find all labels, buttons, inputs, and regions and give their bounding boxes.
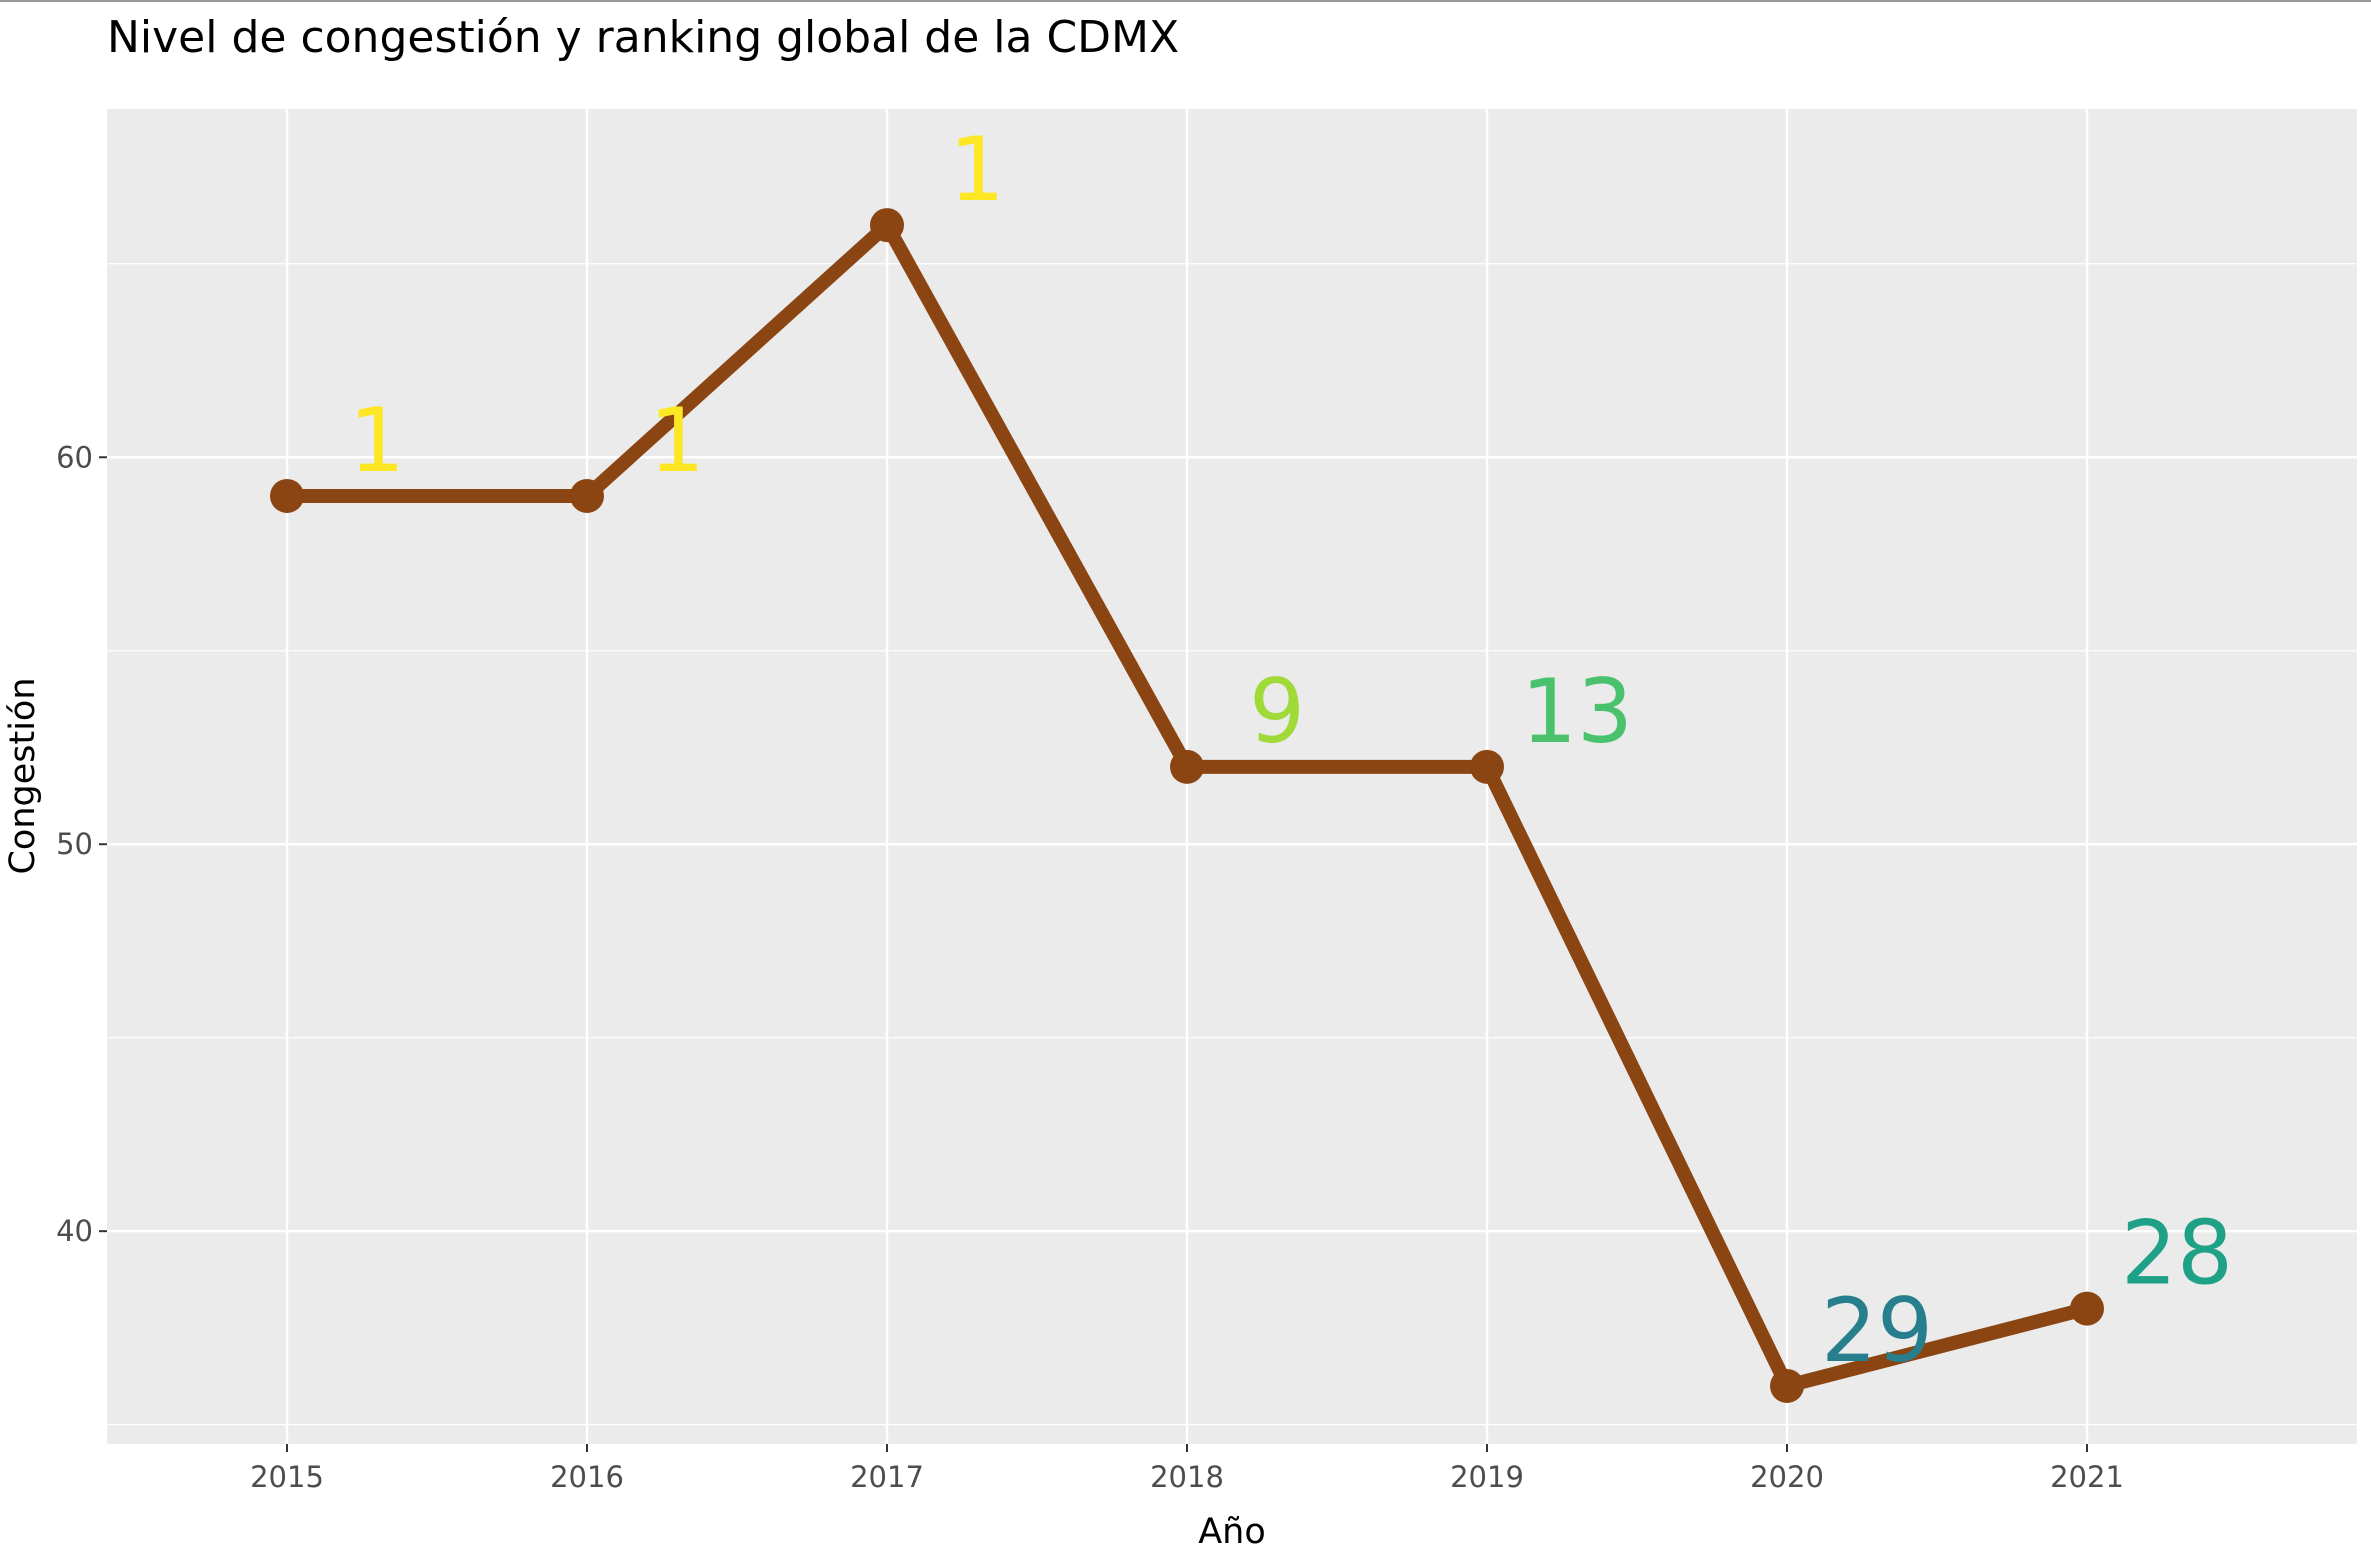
data-point <box>1470 749 1504 784</box>
x-tick-label: 2015 <box>250 1460 324 1494</box>
minor-gridlines <box>107 263 2357 1426</box>
data-points <box>270 208 2104 1403</box>
plot-panel <box>107 109 2357 1444</box>
x-tick-label: 2019 <box>1450 1460 1524 1494</box>
data-point <box>1170 749 1204 784</box>
x-axis: 2015 2016 2017 2018 2019 2020 2021 <box>250 1444 2124 1494</box>
ranking-labels: 1 1 1 9 13 29 28 <box>349 118 2233 1382</box>
data-point <box>1770 1368 1804 1403</box>
chart-title: Nivel de congestión y ranking global de … <box>107 12 1179 63</box>
data-point <box>270 478 304 513</box>
y-axis-title: Congestión <box>3 677 43 874</box>
x-axis-title: Año <box>1198 1512 1266 1546</box>
data-point <box>2070 1291 2104 1326</box>
x-tick-label: 2020 <box>1750 1460 1824 1494</box>
x-tick-label: 2021 <box>2050 1460 2124 1494</box>
data-point <box>570 478 604 513</box>
y-tick-label: 60 <box>56 440 93 474</box>
rank-label: 9 <box>1249 660 1305 763</box>
y-tick-label: 50 <box>56 827 93 861</box>
y-axis: 40 50 60 <box>56 440 107 1248</box>
rank-label: 13 <box>1521 660 1633 763</box>
top-border <box>0 0 2371 2</box>
rank-label: 1 <box>949 118 1005 221</box>
x-tick-label: 2017 <box>850 1460 924 1494</box>
rank-label: 28 <box>2121 1202 2233 1305</box>
data-point <box>870 208 904 243</box>
rank-label: 1 <box>649 389 705 492</box>
x-tick-label: 2018 <box>1150 1460 1224 1494</box>
y-tick-label: 40 <box>56 1214 93 1248</box>
rank-label: 29 <box>1821 1279 1933 1382</box>
major-gridlines <box>107 109 2357 1444</box>
rank-label: 1 <box>349 389 405 492</box>
x-tick-label: 2016 <box>550 1460 624 1494</box>
